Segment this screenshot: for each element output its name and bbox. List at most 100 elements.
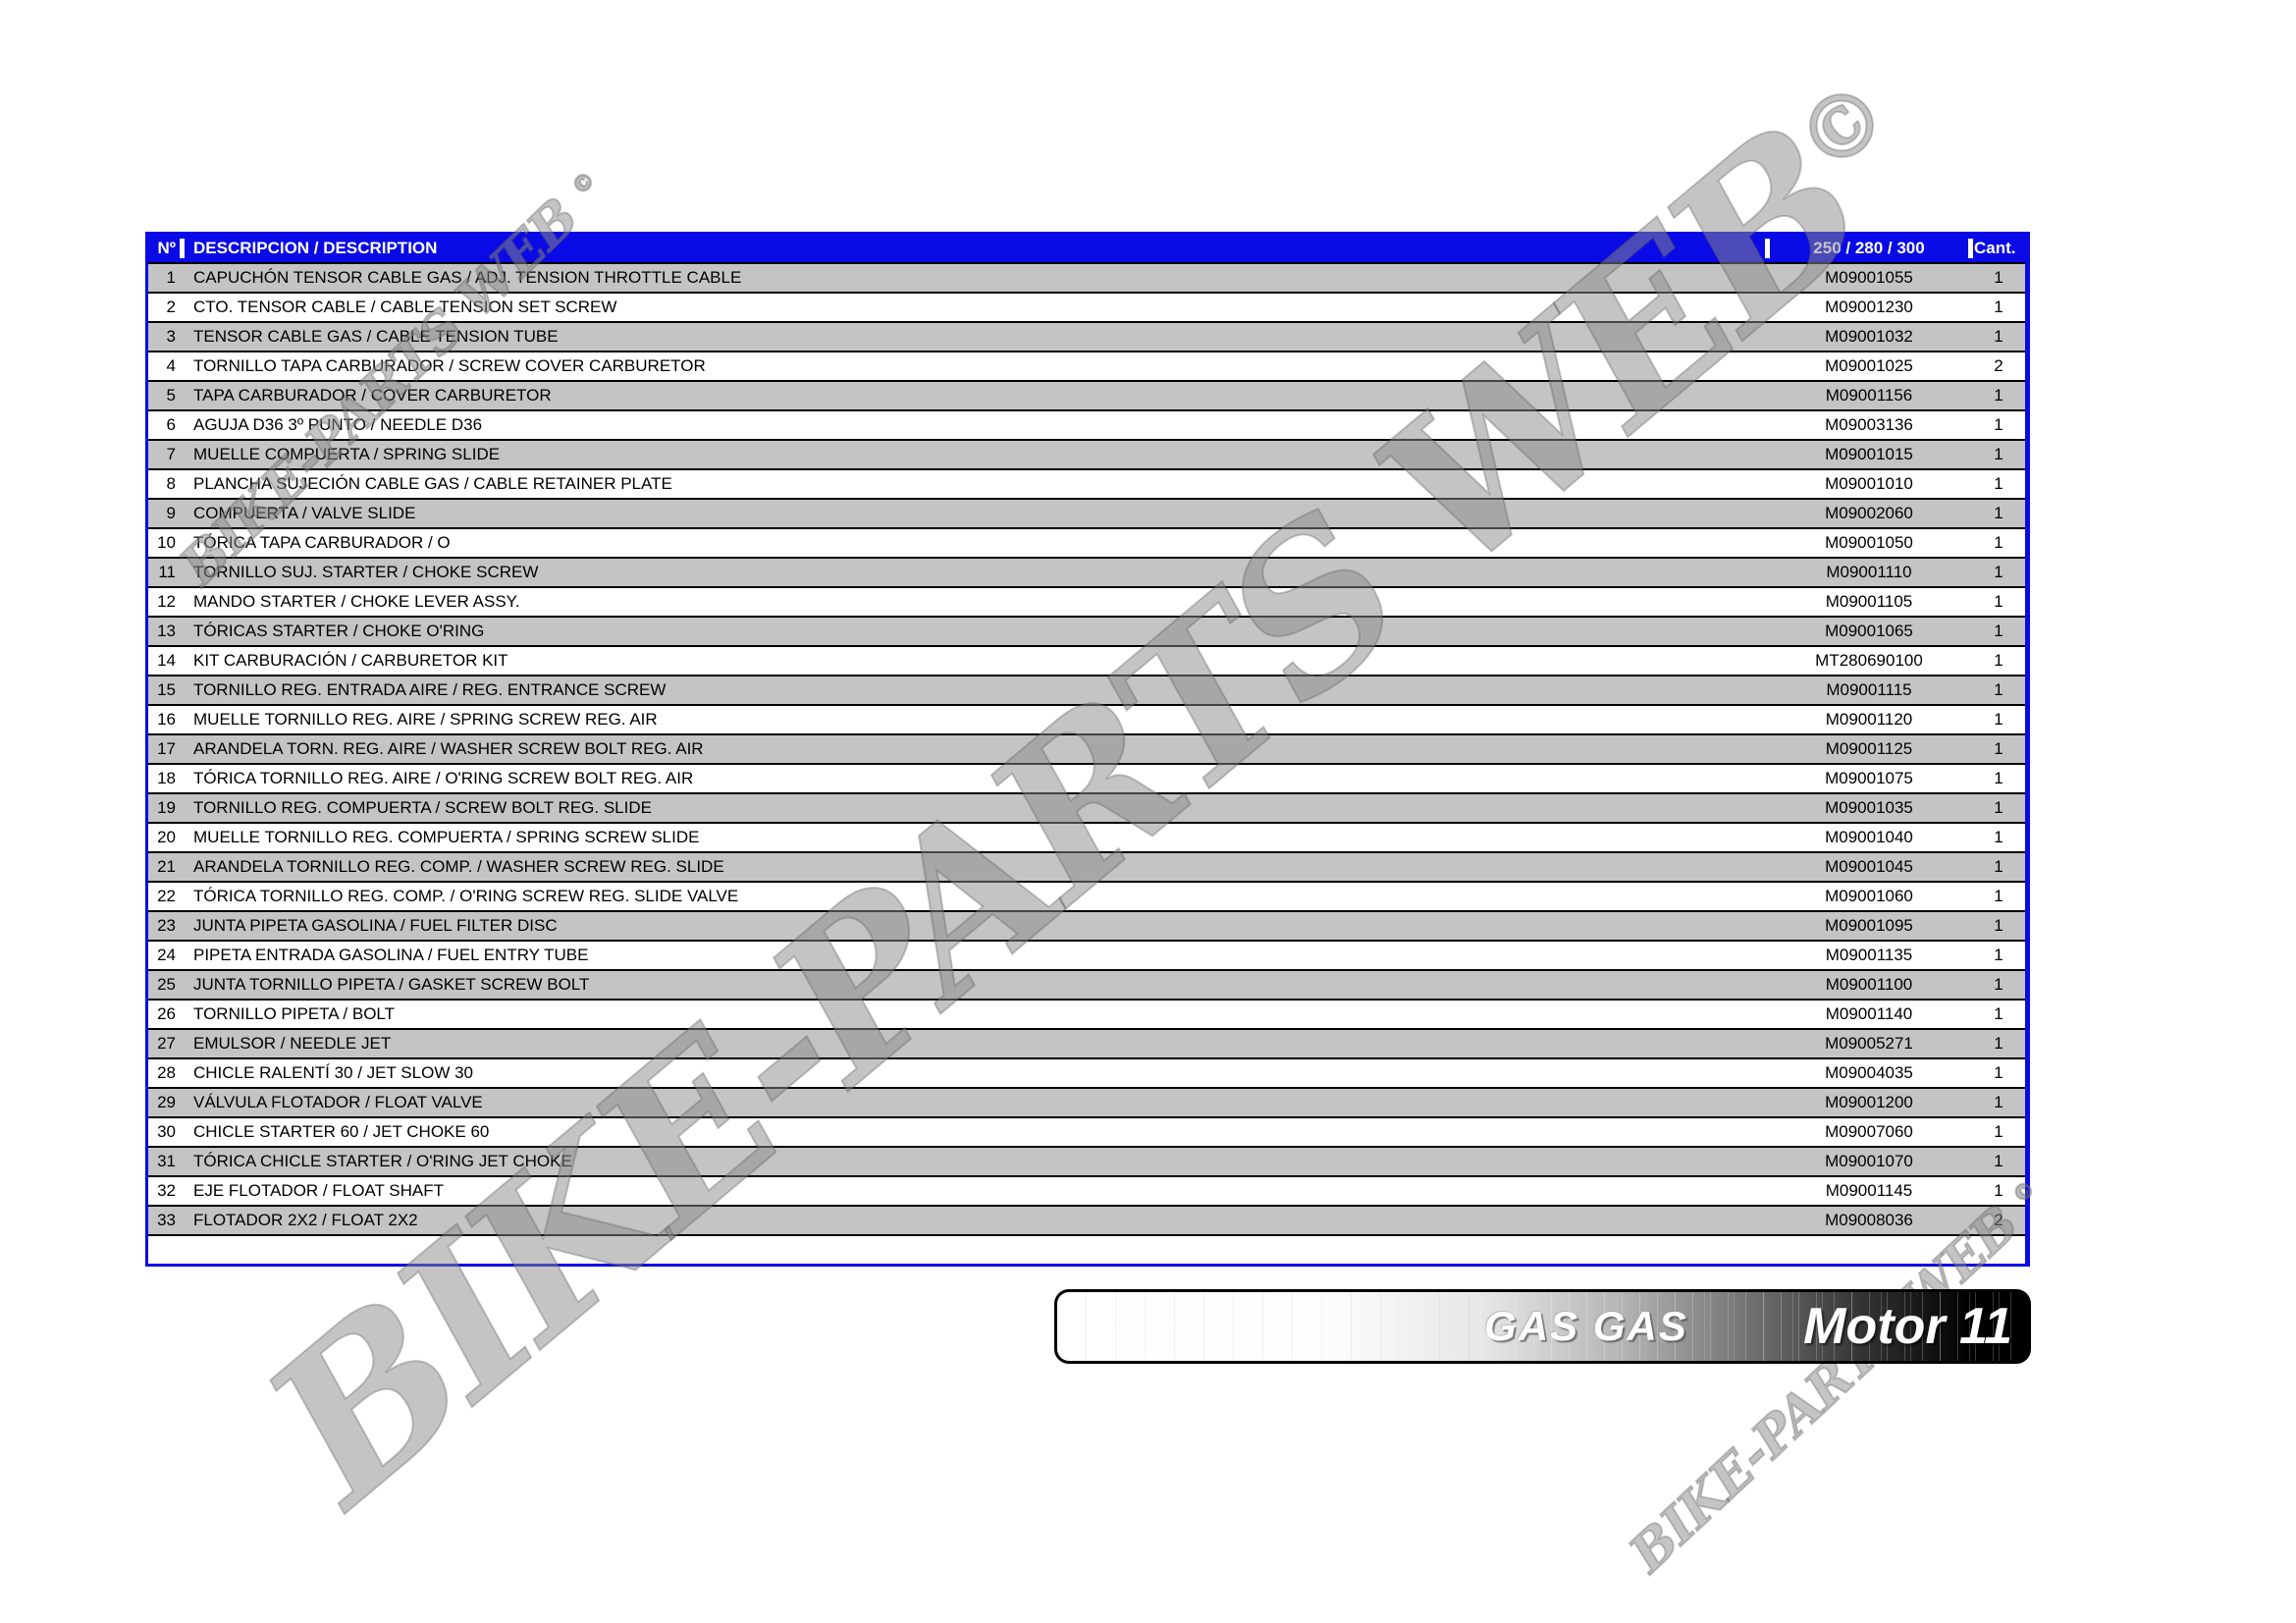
row-part-number: M09001140: [1825, 1004, 1913, 1023]
row-part-number: M09001120: [1825, 710, 1913, 729]
table-row: 24 PIPETA ENTRADA GASOLINA / FUEL ENTRY …: [148, 942, 2025, 971]
row-number: 4: [166, 356, 176, 375]
row-part-number: M09002060: [1825, 504, 1913, 522]
row-part-number: M09001110: [1826, 563, 1912, 581]
row-number: 12: [157, 592, 176, 611]
row-quantity: 1: [1994, 680, 2003, 699]
row-part-number: M09001115: [1826, 680, 1912, 699]
column-divider: [1765, 239, 1770, 258]
row-description: AGUJA D36 3º PUNTO / NEEDLE D36: [193, 415, 483, 434]
table-row: 27 EMULSOR / NEEDLE JET M09005271 1: [148, 1030, 2025, 1059]
row-number: 6: [166, 415, 176, 434]
row-quantity: 1: [1994, 1152, 2003, 1170]
table-row: 33 FLOTADOR 2X2 / FLOAT 2X2 M09008036 2: [148, 1207, 2025, 1236]
row-quantity: 1: [1994, 327, 2003, 346]
row-part-number: M09008036: [1825, 1211, 1913, 1229]
row-quantity: 1: [1994, 533, 2003, 552]
row-description: EMULSOR / NEEDLE JET: [193, 1034, 392, 1053]
row-description: JUNTA TORNILLO PIPETA / GASKET SCREW BOL…: [193, 975, 590, 994]
row-quantity: 1: [1994, 887, 2003, 905]
row-quantity: 1: [1994, 592, 2003, 611]
row-number: 9: [166, 504, 176, 522]
row-description: VÁLVULA FLOTADOR / FLOAT VALVE: [193, 1093, 483, 1111]
row-part-number: M09001045: [1825, 857, 1913, 876]
row-part-number: M09001055: [1825, 268, 1913, 287]
row-part-number: M09001095: [1825, 916, 1913, 935]
row-number: 25: [157, 975, 176, 994]
table-row: 32 EJE FLOTADOR / FLOAT SHAFT M09001145 …: [148, 1177, 2025, 1207]
row-number: 5: [166, 386, 176, 405]
row-description: TORNILLO TAPA CARBURADOR / SCREW COVER C…: [193, 356, 706, 375]
row-description: TORNILLO PIPETA / BOLT: [193, 1004, 396, 1023]
row-quantity: 1: [1994, 563, 2003, 581]
row-part-number: M09001156: [1825, 386, 1913, 405]
row-quantity: 1: [1994, 1122, 2003, 1141]
row-quantity: 1: [1994, 769, 2003, 787]
table-row: 4 TORNILLO TAPA CARBURADOR / SCREW COVER…: [148, 352, 2025, 382]
row-number: 17: [157, 739, 176, 758]
row-quantity: 1: [1994, 1004, 2003, 1023]
row-number: 15: [157, 680, 176, 699]
row-description: TÓRICA TAPA CARBURADOR / O: [193, 533, 451, 552]
table-row: 28 CHICLE RALENTÍ 30 / JET SLOW 30 M0900…: [148, 1059, 2025, 1089]
empty-row: [148, 1236, 2025, 1264]
row-part-number: M09001230: [1825, 298, 1913, 316]
table-row: 23 JUNTA PIPETA GASOLINA / FUEL FILTER D…: [148, 912, 2025, 942]
row-quantity: 1: [1994, 946, 2003, 964]
row-description: TÓRICA TORNILLO REG. AIRE / O'RING SCREW…: [193, 769, 694, 787]
table-row: 30 CHICLE STARTER 60 / JET CHOKE 60 M090…: [148, 1118, 2025, 1148]
column-header-quantity: Cant.: [1974, 239, 2016, 257]
row-part-number: M09001200: [1825, 1093, 1913, 1111]
row-quantity: 1: [1994, 445, 2003, 463]
row-part-number: M09001075: [1825, 769, 1913, 787]
row-number: 28: [157, 1063, 176, 1082]
row-number: 20: [157, 828, 176, 846]
row-part-number: M09003136: [1825, 415, 1913, 434]
table-header-row: Nº DESCRIPCION / DESCRIPTION 250 / 280 /…: [148, 235, 2025, 264]
table-row: 29 VÁLVULA FLOTADOR / FLOAT VALVE M09001…: [148, 1089, 2025, 1118]
row-quantity: 1: [1994, 1181, 2003, 1200]
row-description: ARANDELA TORN. REG. AIRE / WASHER SCREW …: [193, 739, 704, 758]
table-row: 13 TÓRICAS STARTER / CHOKE O'RING M09001…: [148, 618, 2025, 647]
parts-table: Nº DESCRIPCION / DESCRIPTION 250 / 280 /…: [145, 232, 2030, 1267]
row-number: 26: [157, 1004, 176, 1023]
row-number: 32: [157, 1181, 176, 1200]
row-part-number: M09001015: [1825, 445, 1913, 463]
row-part-number: M09005271: [1825, 1034, 1913, 1053]
row-quantity: 1: [1994, 386, 2003, 405]
footer-banner: GAS GAS Motor 11: [1054, 1289, 2031, 1364]
model-section-label: Motor 11: [1803, 1298, 2012, 1355]
row-number: 8: [166, 474, 176, 493]
row-description: PIPETA ENTRADA GASOLINA / FUEL ENTRY TUB…: [193, 946, 589, 964]
row-description: MUELLE TORNILLO REG. COMPUERTA / SPRING …: [193, 828, 700, 846]
brand-label: GAS GAS: [1484, 1303, 1688, 1349]
row-number: 10: [157, 533, 176, 552]
row-number: 16: [157, 710, 176, 729]
row-quantity: 1: [1994, 1063, 2003, 1082]
table-row: 22 TÓRICA TORNILLO REG. COMP. / O'RING S…: [148, 883, 2025, 912]
table-row: 26 TORNILLO PIPETA / BOLT M09001140 1: [148, 1001, 2025, 1030]
table-row: 6 AGUJA D36 3º PUNTO / NEEDLE D36 M09003…: [148, 411, 2025, 441]
row-description: KIT CARBURACIÓN / CARBURETOR KIT: [193, 651, 508, 670]
table-row: 16 MUELLE TORNILLO REG. AIRE / SPRING SC…: [148, 706, 2025, 735]
row-part-number: M09001025: [1825, 356, 1913, 375]
table-row: 19 TORNILLO REG. COMPUERTA / SCREW BOLT …: [148, 794, 2025, 824]
row-description: TORNILLO REG. ENTRADA AIRE / REG. ENTRAN…: [193, 680, 667, 699]
row-part-number: M09001032: [1825, 327, 1913, 346]
row-description: CAPUCHÓN TENSOR CABLE GAS / ADJ. TENSION…: [193, 268, 742, 287]
table-row: 25 JUNTA TORNILLO PIPETA / GASKET SCREW …: [148, 971, 2025, 1001]
copyright-icon: ©: [1775, 64, 1902, 194]
row-number: 13: [157, 622, 176, 640]
row-part-number: M09001040: [1825, 828, 1913, 846]
row-description: TÓRICA CHICLE STARTER / O'RING JET CHOKE: [193, 1152, 572, 1170]
row-quantity: 1: [1994, 415, 2003, 434]
row-quantity: 1: [1994, 916, 2003, 935]
row-description: TORNILLO REG. COMPUERTA / SCREW BOLT REG…: [193, 798, 652, 817]
row-quantity: 1: [1994, 739, 2003, 758]
row-number: 23: [157, 916, 176, 935]
row-part-number: M09001010: [1825, 474, 1913, 493]
row-number: 2: [166, 298, 176, 316]
column-divider: [1968, 239, 1973, 258]
table-row: 7 MUELLE COMPUERTA / SPRING SLIDE M09001…: [148, 441, 2025, 470]
